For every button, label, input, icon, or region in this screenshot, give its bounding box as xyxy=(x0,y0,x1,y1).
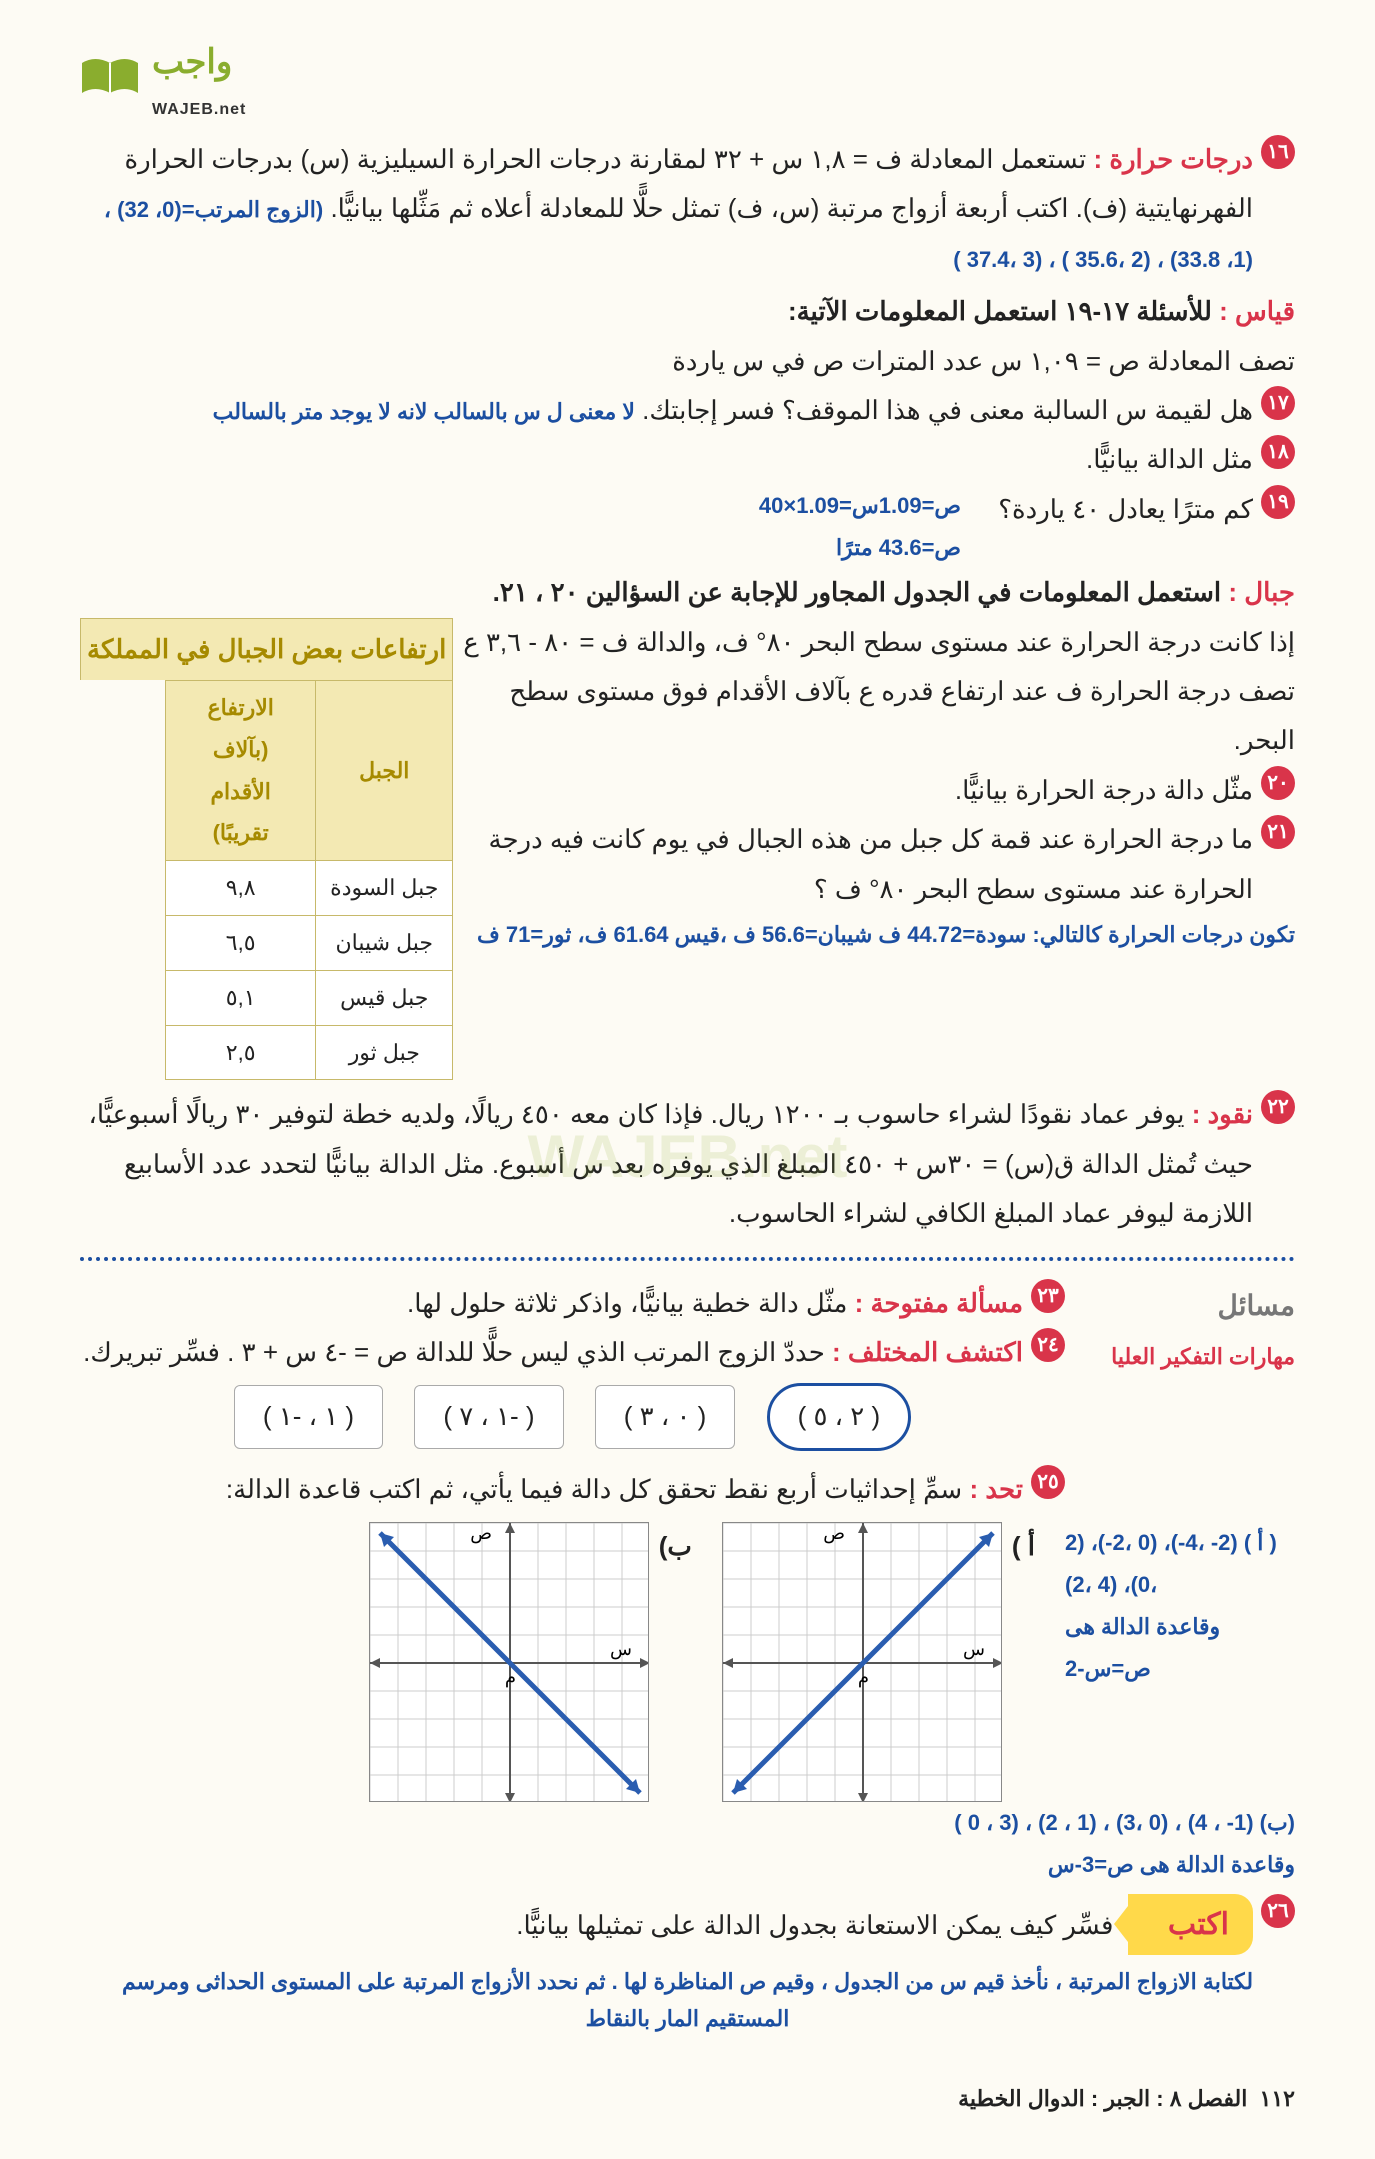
question-25: ٢٥ تحد : سمِّ إحداثيات أربع نقط تحقق كل … xyxy=(80,1465,1065,1514)
q24-body: حددّ الزوج المرتب الذي ليس حلًّا للدالة … xyxy=(83,1337,825,1367)
q19-ans1: ص=1.09س=1.09×40 xyxy=(759,485,961,527)
graph-b: صسم xyxy=(369,1522,649,1802)
question-21: ٢١ ما درجة الحرارة عند قمة كل جبل من هذه… xyxy=(453,815,1295,914)
table-row: جبل شيبان٦,٥ xyxy=(166,916,453,971)
table-row: جبل السودة٩,٨ xyxy=(166,861,453,916)
jibal-paragraph: إذا كانت درجة الحرارة عند مستوى سطح البح… xyxy=(400,618,1295,766)
qiyas-eq: تصف المعادلة ص = ١,٠٩ س عدد المترات ص في… xyxy=(80,337,1295,386)
masail-heading: مسائل xyxy=(1095,1279,1295,1332)
question-19: ١٩ كم مترًا يعادل ٤٠ ياردة؟ ص=1.09س=1.09… xyxy=(80,485,1295,569)
q22-title: نقود : xyxy=(1184,1099,1253,1129)
q25-ansB-l1: (ب) (1- ، 4) ، (0 ،3) ، (1 ، 2) ، (3 ، 0… xyxy=(80,1802,1295,1844)
graph-a-label: أ ) xyxy=(1012,1522,1035,1571)
q16-title: درجات حرارة : xyxy=(1086,144,1253,174)
bullet-22: ٢٢ xyxy=(1261,1090,1295,1124)
bullet-24: ٢٤ xyxy=(1031,1328,1065,1362)
bullet-23: ٢٣ xyxy=(1031,1279,1065,1313)
q25-ansA-l2: وقاعدة الدالة هى ص=س-2 xyxy=(1065,1606,1295,1690)
pair-1: ( ٠ ، ٣ ) xyxy=(595,1385,736,1448)
page-footer: ١١٢ الفصل ٨ : الجبر : الدوال الخطية xyxy=(80,2078,1295,2120)
jibal-title: جبال : xyxy=(1221,577,1295,607)
masail-sub: مهارات التفكير العليا xyxy=(1095,1336,1295,1378)
pair-2: ( -١ ، ٧ ) xyxy=(414,1385,563,1448)
q23-title: مسألة مفتوحة : xyxy=(847,1288,1023,1318)
question-24: ٢٤ اكتشف المختلف : حددّ الزوج المرتب الذ… xyxy=(80,1328,1065,1377)
chapter-title: الفصل ٨ : الجبر : الدوال الخطية xyxy=(958,2086,1247,2111)
q19-ans2: ص=43.6 مترًا xyxy=(759,527,961,569)
q17-body: هل لقيمة س السالبة معنى في هذا الموقف؟ ف… xyxy=(642,395,1253,425)
bullet-19: ١٩ xyxy=(1261,485,1295,519)
svg-text:م: م xyxy=(858,1667,869,1688)
graph-a: ص س م xyxy=(722,1522,1002,1802)
qiyas-title: قياس : xyxy=(1212,296,1295,326)
logo: واجب WAJEB.net xyxy=(80,30,1295,125)
question-23: ٢٣ مسألة مفتوحة : مثّل دالة خطية بيانيًّ… xyxy=(80,1279,1065,1328)
table-col2: الارتفاع (بآلاف الأقدام تقريبًا) xyxy=(166,681,316,861)
section-divider xyxy=(80,1257,1295,1261)
jibal-body: استعمل المعلومات في الجدول المجاور للإجا… xyxy=(493,577,1222,607)
svg-text:س: س xyxy=(610,1639,632,1660)
bullet-16: ١٦ xyxy=(1261,135,1295,169)
table-row: جبل قيس٥,١ xyxy=(166,970,453,1025)
q25-ansB-l2: وقاعدة الدالة هى ص=3-س xyxy=(80,1844,1295,1886)
q25-ansA-l1: ( أ ) (2- ،4-)، (0 ،2-)، (2 ،0)، (4 ،2) xyxy=(1065,1522,1295,1606)
svg-text:س: س xyxy=(963,1639,985,1660)
q25-title: تحد : xyxy=(962,1474,1023,1504)
q24-pairs: ( ٢ ، ٥ ) ( ٠ ، ٣ ) ( -١ ، ٧ ) ( ١ ، -١ … xyxy=(80,1383,1065,1450)
pair-3: ( ١ ، -١ ) xyxy=(234,1385,383,1448)
table-row: جبل ثور٢,٥ xyxy=(166,1025,453,1080)
q20-body: مثّل دالة درجة الحرارة بيانيًّا. xyxy=(453,766,1253,815)
mountains-table: ارتفاعات بعض الجبال في المملكة الجبل الا… xyxy=(80,618,453,1081)
q26-body: فسِّر كيف يمكن الاستعانة بجدول الدالة عل… xyxy=(516,1910,1113,1940)
page-number: ١١٢ xyxy=(1260,2086,1295,2111)
bullet-18: ١٨ xyxy=(1261,435,1295,469)
table-col1: الجبل xyxy=(316,681,453,861)
pair-0: ( ٢ ، ٥ ) xyxy=(767,1383,912,1450)
bullet-25: ٢٥ xyxy=(1031,1465,1065,1499)
q17-answer: لا معنى ل س بالسالب لانه لا يوجد متر بال… xyxy=(213,399,635,424)
svg-text:ص: ص xyxy=(823,1523,845,1544)
question-16: ١٦ درجات حرارة : تستعمل المعادلة ف = ١,٨… xyxy=(80,135,1295,283)
question-18: ١٨ مثل الدالة بيانيًّا. xyxy=(80,435,1295,484)
question-26: ٢٦ اكتب فسِّر كيف يمكن الاستعانة بجدول ا… xyxy=(80,1894,1295,1955)
bullet-21: ٢١ xyxy=(1261,815,1295,849)
q22-body: يوفر عماد نقودًا لشراء حاسوب بـ ١٢٠٠ ريا… xyxy=(89,1099,1254,1228)
aktb-badge: اكتب xyxy=(1128,1894,1253,1955)
bullet-20: ٢٠ xyxy=(1261,766,1295,800)
qiyas-body: للأسئلة ١٧-١٩ استعمل المعلومات الآتية: xyxy=(788,296,1212,326)
q25-body: سمِّ إحداثيات أربع نقط تحقق كل دالة فيما… xyxy=(226,1474,962,1504)
book-icon xyxy=(80,55,140,99)
bullet-17: ١٧ xyxy=(1261,386,1295,420)
q21-body: ما درجة الحرارة عند قمة كل جبل من هذه ال… xyxy=(453,815,1253,914)
logo-arabic: واجب xyxy=(152,30,246,95)
svg-text:ص: ص xyxy=(470,1523,492,1544)
q18-body: مثل الدالة بيانيًّا. xyxy=(80,435,1253,484)
bullet-26: ٢٦ xyxy=(1261,1894,1295,1928)
q19-body: كم مترًا يعادل ٤٠ ياردة؟ xyxy=(998,494,1253,524)
question-20: ٢٠ مثّل دالة درجة الحرارة بيانيًّا. xyxy=(453,766,1295,815)
graph-b-label: ب) xyxy=(659,1522,692,1571)
logo-english: WAJEB.net xyxy=(152,95,246,125)
q23-body: مثّل دالة خطية بيانيًّا، واذكر ثلاثة حلو… xyxy=(407,1288,847,1318)
question-22: ٢٢ نقود : يوفر عماد نقودًا لشراء حاسوب ب… xyxy=(80,1090,1295,1238)
table-title: ارتفاعات بعض الجبال في المملكة xyxy=(80,618,453,680)
q24-title: اكتشف المختلف : xyxy=(825,1337,1023,1367)
q26-footer: لكتابة الازواج المرتبة ، نأخذ قيم س من ا… xyxy=(80,1963,1295,2038)
question-17: ١٧ هل لقيمة س السالبة معنى في هذا الموقف… xyxy=(80,386,1295,435)
